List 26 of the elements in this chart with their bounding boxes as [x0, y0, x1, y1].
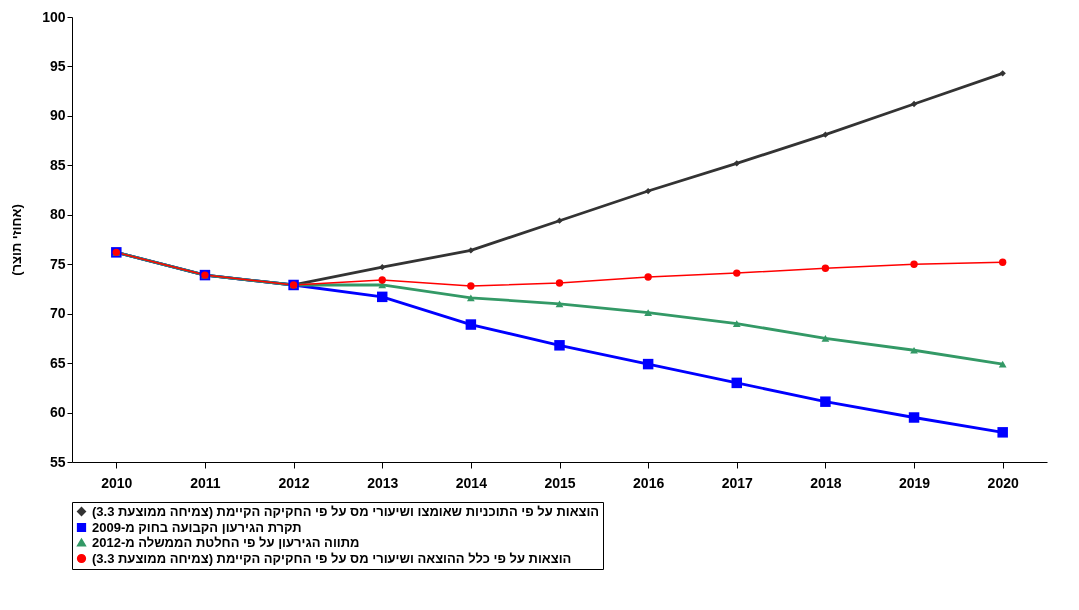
- legend-label: הוצאות על פי התוכניות שאומצו ושיעורי מס על פי החקיקה הקיימת (צמיחה ממוצעת 3.3): [92, 503, 600, 519]
- y-tick-label: 80: [49, 206, 66, 223]
- x-tick-label: 2018: [810, 474, 842, 491]
- x-tick-label: 2013: [367, 474, 399, 491]
- x-tick-label: 2015: [544, 474, 576, 491]
- y-axis-title: (אחוזי תוצר): [9, 204, 25, 276]
- y-tick-label: 70: [49, 305, 66, 322]
- y-tick-label: 100: [42, 8, 66, 25]
- x-tick-label: 2020: [987, 474, 1019, 491]
- legend-label: תקרת הגירעון הקבועה בחוק מ-2009: [92, 519, 302, 535]
- y-tick-label: 85: [49, 156, 66, 173]
- x-tick-label: 2017: [721, 474, 754, 491]
- x-tick-label: 2011: [190, 474, 221, 491]
- x-tick-label: 2010: [101, 474, 133, 491]
- legend-label: הוצאות על פי כלל ההוצאה ושיעורי מס על פי החקיקה הקיימת (צמיחה ממוצעת 3.3): [92, 550, 572, 566]
- y-tick-label: 60: [49, 404, 66, 421]
- y-tick-label: 55: [49, 453, 66, 470]
- y-tick-label: 90: [49, 107, 66, 124]
- y-tick-label: 65: [49, 354, 66, 371]
- y-tick-label: 95: [49, 57, 66, 74]
- y-tick-label: 75: [49, 255, 66, 272]
- x-tick-label: 2012: [278, 474, 310, 491]
- x-tick-label: 2019: [898, 474, 931, 491]
- legend-label: מתווה הגירעון על פי החלטת הממשלה מ-2012: [92, 534, 360, 550]
- x-tick-label: 2014: [455, 474, 488, 491]
- x-tick-label: 2016: [633, 474, 665, 491]
